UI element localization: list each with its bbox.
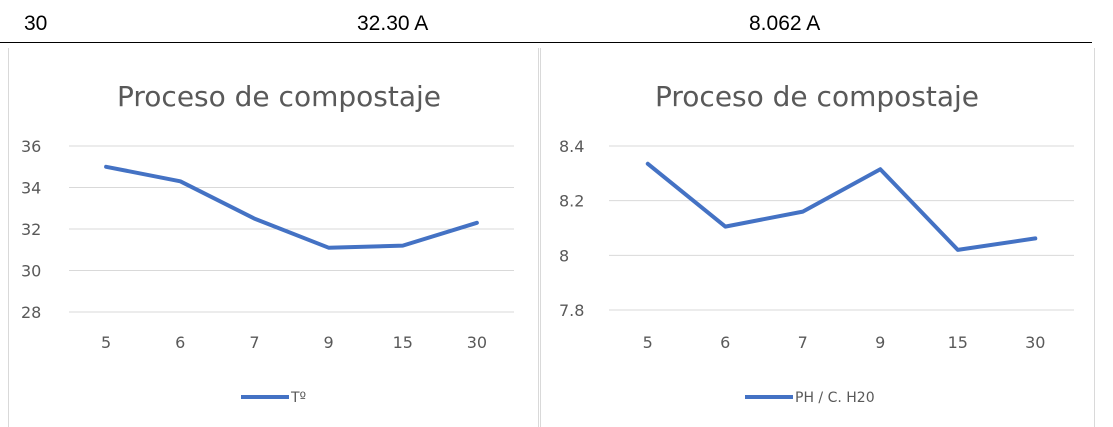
ph-chart-svg: Proceso de compostaje 7.8 8 8.2 8.4 5 6 7 9 15 30…	[559, 80, 1074, 406]
x-tick-label: 15	[393, 333, 413, 352]
ph-cell: 8.062 A	[749, 12, 821, 35]
ph-chart: Proceso de compostaje 7.8 8 8.2 8.4 5 6 7 9 15 30…	[540, 48, 1095, 427]
x-tick-label: 9	[323, 333, 333, 352]
series-line	[104, 164, 479, 250]
x-tick-label: 30	[467, 333, 487, 352]
y-tick-label: 36	[21, 137, 41, 156]
x-tick-label: 30	[1025, 333, 1045, 352]
x-tick-label: 5	[101, 333, 111, 352]
temperature-chart: Proceso de compostaje 28 30 32 34 36 5 6 7 9 15 30…	[8, 48, 539, 427]
chart-title: Proceso de compostaje	[117, 80, 441, 113]
x-tick-label: 15	[948, 333, 968, 352]
chart-title: Proceso de compostaje	[655, 80, 979, 113]
x-tick-label: 6	[720, 333, 730, 352]
x-tick-label: 9	[875, 333, 885, 352]
day-cell: 30	[24, 12, 48, 35]
x-tick-label: 7	[798, 333, 808, 352]
y-tick-label: 8.2	[559, 192, 584, 211]
results-table-row: 30 32.30 A 8.062 A	[0, 0, 1113, 44]
legend-label: PH / C. H20	[795, 390, 875, 406]
legend-label: Tº	[290, 390, 306, 406]
temperature-chart-svg: Proceso de compostaje 28 30 32 34 36 5 6 7 9 15 30…	[21, 80, 514, 406]
x-tick-label: 6	[175, 333, 185, 352]
y-tick-label: 8	[559, 246, 569, 265]
y-tick-label: 34	[21, 179, 41, 198]
y-tick-label: 8.4	[559, 137, 584, 156]
series-line	[645, 161, 1038, 252]
y-tick-label: 32	[21, 220, 41, 239]
y-tick-label: 7.8	[559, 301, 584, 320]
table-rule	[0, 42, 1092, 43]
y-tick-label: 30	[21, 262, 41, 281]
x-tick-label: 5	[643, 333, 653, 352]
x-tick-label: 7	[249, 333, 259, 352]
temperature-cell: 32.30 A	[357, 12, 429, 35]
y-tick-label: 28	[21, 303, 41, 322]
